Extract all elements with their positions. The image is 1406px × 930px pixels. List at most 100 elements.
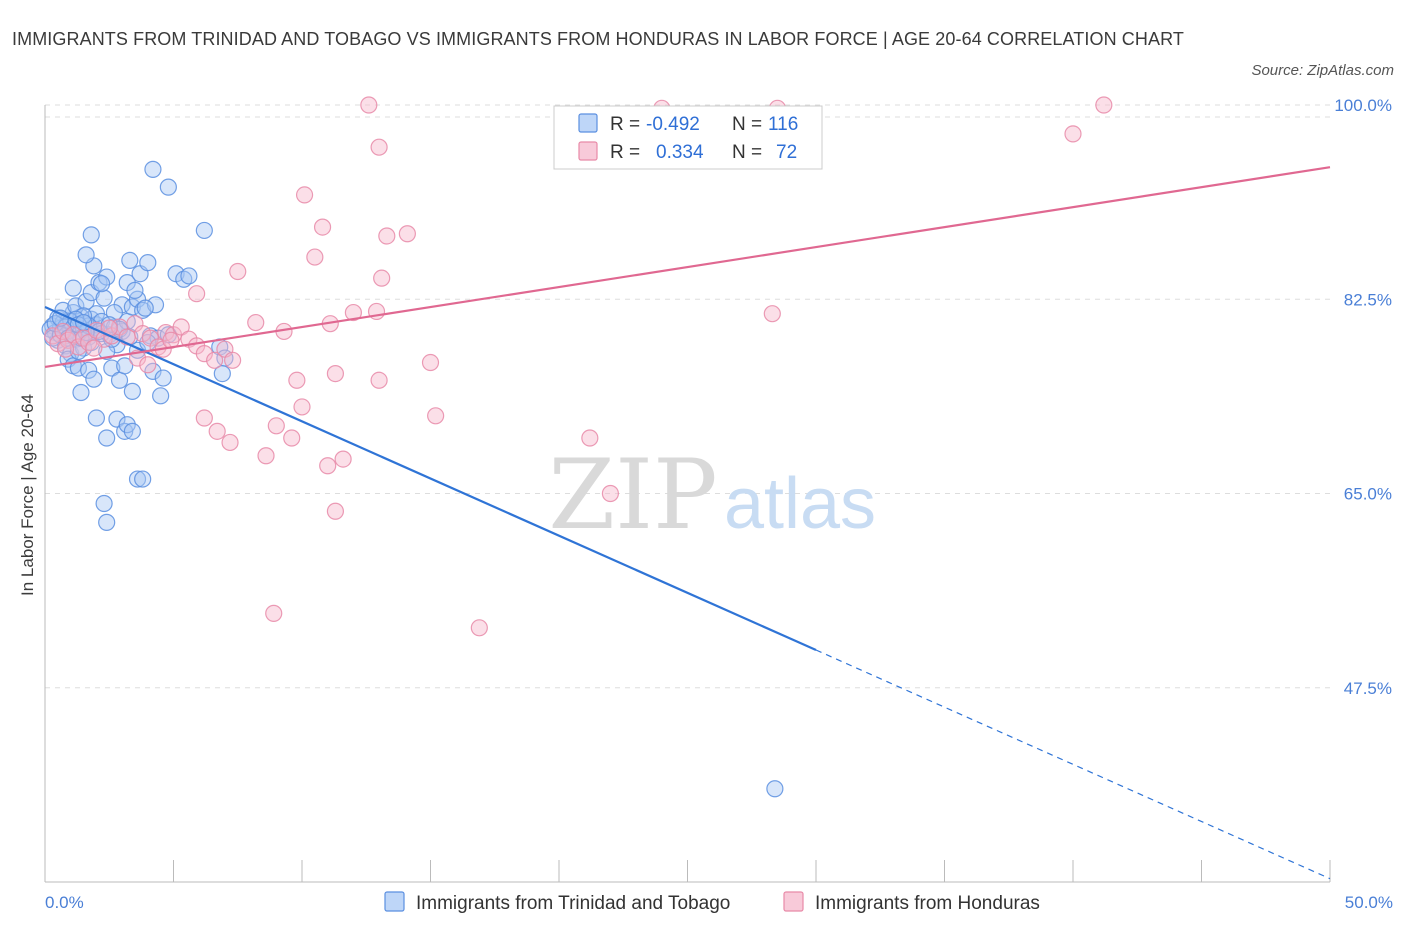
point-trinidad xyxy=(103,359,121,377)
point-trinidad xyxy=(98,429,116,447)
point-trinidad xyxy=(154,369,172,387)
point-honduras xyxy=(188,285,206,303)
correlation-legend: R = -0.492 N = 116 R = 0.334 N = 72 xyxy=(553,105,823,170)
point-trinidad xyxy=(95,289,113,307)
point-honduras xyxy=(373,269,391,287)
legend-swatch-trinidad xyxy=(578,113,598,133)
legend-n-label-honduras: N = xyxy=(732,142,762,163)
point-trinidad xyxy=(123,382,141,400)
trend-line-trinidad xyxy=(44,306,817,652)
point-trinidad xyxy=(87,409,106,427)
chart-title: IMMIGRANTS FROM TRINIDAD AND TOBAGO VS I… xyxy=(12,29,1184,49)
point-trinidad xyxy=(92,275,111,293)
point-trinidad xyxy=(766,780,784,798)
point-honduras xyxy=(283,429,301,447)
legend-n-value-honduras: 72 xyxy=(776,142,797,163)
watermark-zip: ZIP xyxy=(548,439,717,551)
point-trinidad xyxy=(69,359,88,377)
legend-box xyxy=(553,105,823,170)
point-trinidad xyxy=(139,254,157,272)
watermark-atlas: atlas xyxy=(724,464,876,544)
point-trinidad xyxy=(121,251,139,269)
point-honduras xyxy=(257,447,275,465)
point-trinidad xyxy=(108,410,126,428)
point-honduras xyxy=(288,371,306,389)
point-honduras xyxy=(224,351,242,369)
point-trinidad xyxy=(72,383,90,402)
point-honduras xyxy=(306,248,324,266)
data-points xyxy=(41,96,1113,798)
trend-lines xyxy=(44,166,1331,880)
y-axis-label: In Labor Force | Age 20-64 xyxy=(18,394,37,596)
legend-n-value-trinidad: 116 xyxy=(768,114,798,135)
point-honduras xyxy=(56,340,75,358)
grid xyxy=(45,104,1330,689)
trend-line-trinidad-extension xyxy=(815,649,1331,880)
point-honduras xyxy=(293,398,311,416)
point-trinidad xyxy=(64,279,82,297)
point-honduras xyxy=(265,604,283,622)
point-honduras xyxy=(344,303,362,322)
tick-labels: 47.5% 65.0% 82.5% 100.0% 0.0% 50.0% xyxy=(45,96,1393,912)
point-trinidad xyxy=(116,357,134,375)
point-honduras xyxy=(601,484,620,503)
point-trinidad xyxy=(126,281,144,299)
y-tick-label: 65.0% xyxy=(1344,485,1392,504)
point-honduras xyxy=(229,262,247,281)
legend-swatch-honduras xyxy=(578,141,598,161)
series-legend-swatch-trinidad xyxy=(384,891,405,912)
point-honduras xyxy=(54,322,72,341)
point-trinidad xyxy=(134,301,152,319)
point-honduras xyxy=(1095,96,1113,114)
y-tick-label: 82.5% xyxy=(1344,290,1392,309)
point-trinidad xyxy=(98,513,116,531)
point-trinidad xyxy=(123,422,141,440)
legend-n-label-trinidad: N = xyxy=(732,114,762,135)
point-honduras xyxy=(247,313,265,332)
point-honduras xyxy=(267,417,285,435)
axes xyxy=(44,105,1331,883)
series-legend-swatch-honduras xyxy=(783,891,804,912)
point-honduras xyxy=(85,339,103,357)
point-honduras xyxy=(370,138,388,156)
point-trinidad xyxy=(85,370,103,388)
point-trinidad xyxy=(77,292,95,311)
y-tick-label: 47.5% xyxy=(1344,679,1392,698)
point-trinidad xyxy=(152,387,170,405)
point-honduras xyxy=(1064,125,1082,143)
point-honduras xyxy=(195,409,213,427)
point-honduras xyxy=(206,351,224,369)
legend-r-value-trinidad: -0.492 xyxy=(646,114,700,135)
point-honduras xyxy=(370,371,388,389)
point-honduras xyxy=(470,619,488,637)
point-honduras xyxy=(421,353,440,372)
point-honduras xyxy=(195,345,213,363)
point-trinidad xyxy=(134,470,152,488)
point-honduras xyxy=(313,218,332,236)
watermark: ZIP atlas xyxy=(548,439,876,551)
point-honduras xyxy=(334,450,352,468)
point-honduras xyxy=(360,96,378,114)
x-tick-label: 0.0% xyxy=(45,893,84,912)
point-trinidad xyxy=(146,296,165,314)
point-trinidad xyxy=(82,226,100,244)
series-legend-label-trinidad: Immigrants from Trinidad and Tobago xyxy=(416,893,730,914)
legend-r-label-honduras: R = xyxy=(610,142,640,163)
point-trinidad xyxy=(110,371,129,389)
point-honduras xyxy=(172,318,190,336)
point-trinidad xyxy=(77,246,95,264)
legend-r-label-trinidad: R = xyxy=(610,114,640,135)
point-trinidad xyxy=(136,299,154,317)
point-honduras xyxy=(319,457,337,475)
point-honduras xyxy=(398,225,416,243)
trend-line-honduras xyxy=(44,166,1331,369)
point-honduras xyxy=(763,305,781,323)
point-honduras xyxy=(295,186,314,204)
series-legend: Immigrants from Trinidad and Tobago Immi… xyxy=(384,891,1040,914)
point-honduras xyxy=(139,356,157,374)
point-honduras xyxy=(581,429,599,447)
y-tick-label: 100.0% xyxy=(1334,96,1392,115)
point-trinidad xyxy=(144,160,162,178)
point-honduras xyxy=(326,502,345,520)
